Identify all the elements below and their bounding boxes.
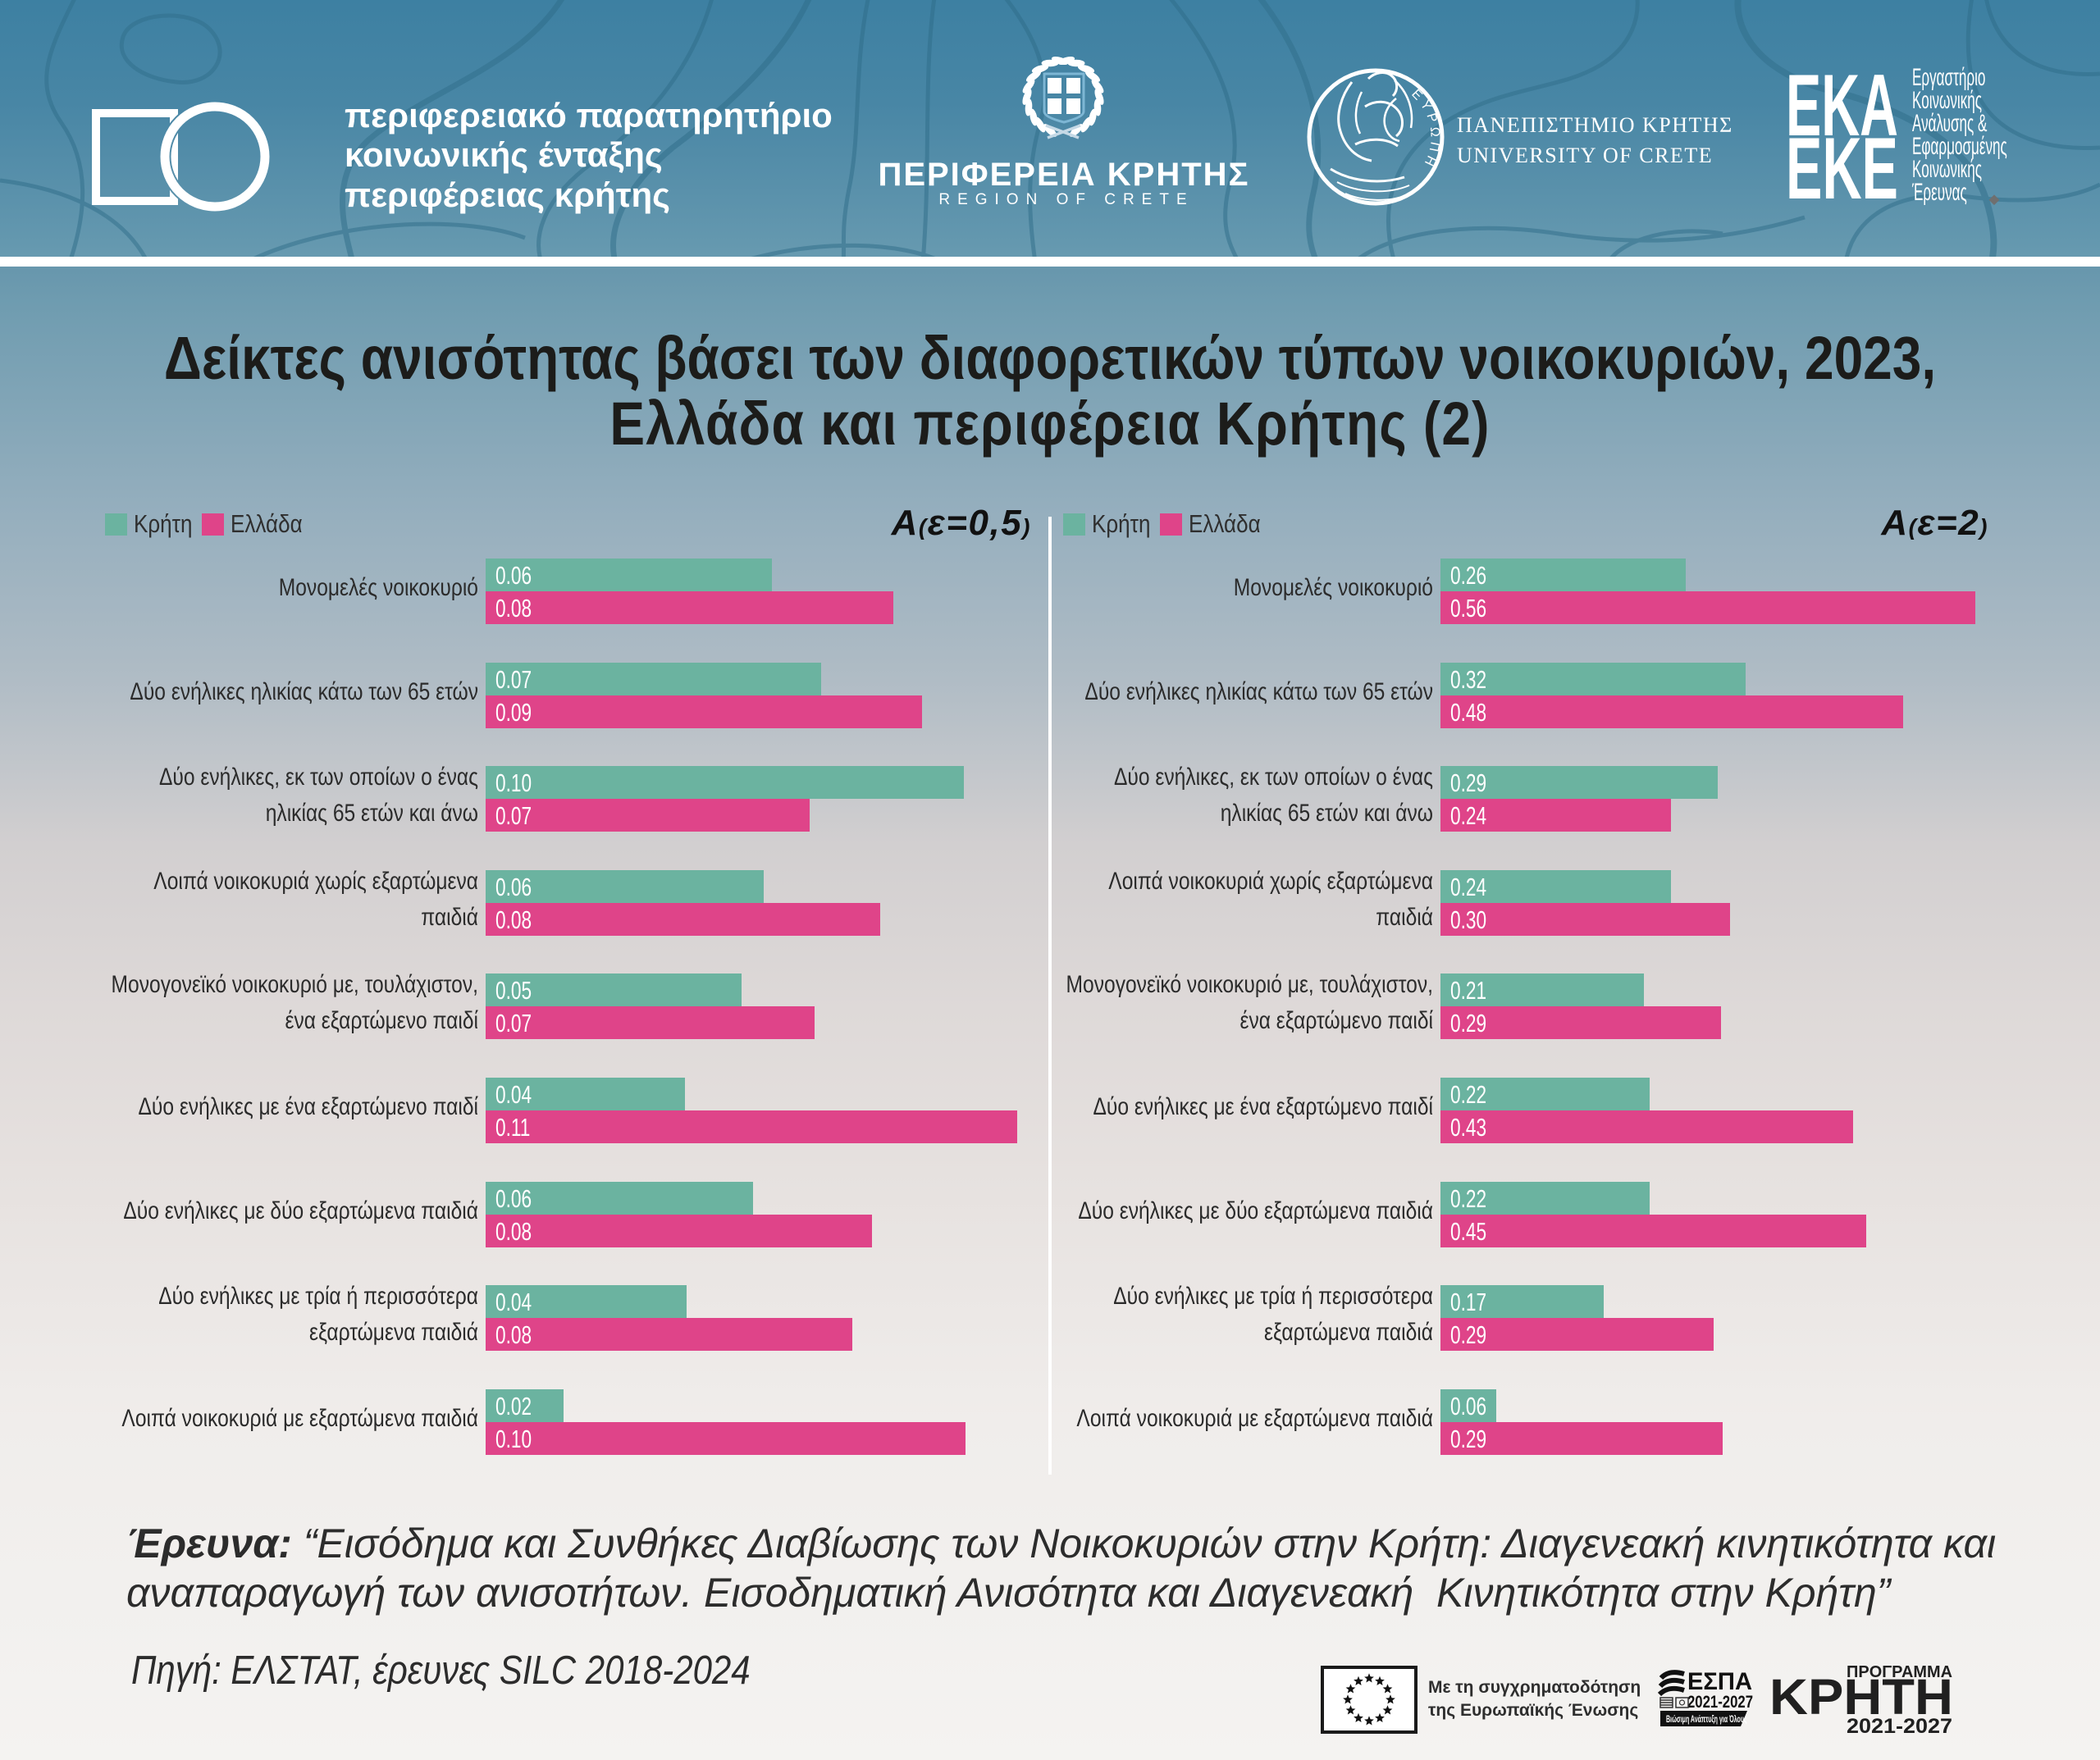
svg-text:ΚΡΗΤΗ: ΚΡΗΤΗ [1769,1669,1953,1725]
svg-text:2021-2027: 2021-2027 [1687,1693,1753,1712]
svg-text:Εφαρμοσμένης: Εφαρμοσμένης [1912,133,2007,160]
svg-text:Με τη συγχρηματοδότηση: Με τη συγχρηματοδότηση [1428,1678,1641,1697]
svg-text:ΕΚΕ: ΕΚΕ [1786,119,1898,217]
svg-text:Κοινωνικής: Κοινωνικής [1912,87,1982,114]
svg-text:Κοινωνικής: Κοινωνικής [1912,156,1982,183]
svg-text:2021-2027: 2021-2027 [1847,1715,1952,1738]
svg-text:ΕΥΡΩΠΗ: ΕΥΡΩΠΗ [1408,87,1442,171]
svg-text:REGION OF CRETE: REGION OF CRETE [938,191,1194,208]
svg-text:περιφέρειας κρήτης: περιφέρειας κρήτης [345,176,670,214]
svg-text:Ανάλυσης &: Ανάλυσης & [1912,110,1987,137]
svg-text:Εργαστήριο: Εργαστήριο [1912,64,1985,91]
svg-text:UNIVERSITY OF CRETE: UNIVERSITY OF CRETE [1457,144,1713,167]
svg-text:της Ευρωπαϊκής Ένωσης: της Ευρωπαϊκής Ένωσης [1428,1701,1638,1720]
svg-text:ΠΕΡΙΦΕΡΕΙΑ ΚΡΗΤΗΣ: ΠΕΡΙΦΕΡΕΙΑ ΚΡΗΤΗΣ [878,157,1249,193]
svg-text:ΠΑΝΕΠΙΣΤΗΜΙΟ ΚΡΗΤΗΣ: ΠΑΝΕΠΙΣΤΗΜΙΟ ΚΡΗΤΗΣ [1457,113,1733,137]
svg-text:ΕΣΠΑ: ΕΣΠΑ [1687,1668,1752,1695]
svg-text:ΕΚΑ: ΕΚΑ [1786,56,1898,154]
svg-text:Βιώσιμη Ανάπτυξη για Όλους: Βιώσιμη Ανάπτυξη για Όλους [1666,1714,1747,1725]
svg-text:κοινωνικής ένταξης: κοινωνικής ένταξης [345,135,663,174]
svg-text:Έρευνας: Έρευνας [1911,179,1967,206]
svg-text:περιφερειακό παρατηρητήριο: περιφερειακό παρατηρητήριο [345,96,833,135]
svg-text:ΠΡΟΓΡΑΜΜΑ: ΠΡΟΓΡΑΜΜΑ [1847,1663,1952,1681]
